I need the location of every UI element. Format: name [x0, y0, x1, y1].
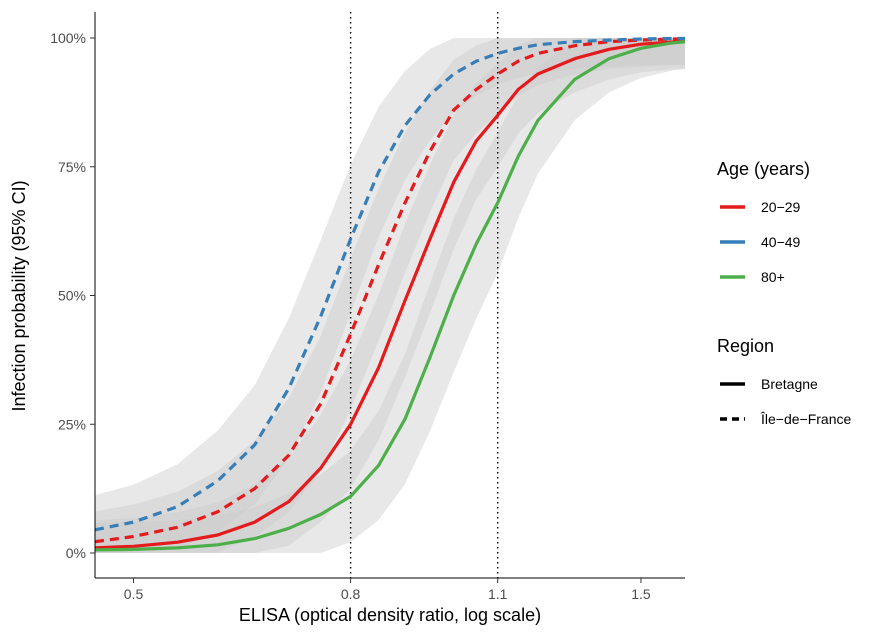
y-ticks: 0% 25% 50% 75% 100%	[50, 30, 95, 561]
x-tick-label: 0.8	[341, 586, 361, 602]
confidence-band	[95, 38, 685, 553]
x-axis-title: ELISA (optical density ratio, log scale)	[239, 605, 541, 625]
series-line	[94, 40, 686, 550]
confidence-bands	[95, 38, 685, 553]
legend-label-region: Île−de−France	[760, 411, 851, 427]
confidence-band	[95, 38, 685, 553]
legend-label-age: 20−29	[761, 199, 801, 215]
x-tick-label: 1.1	[488, 586, 508, 602]
legend-label-age: 80+	[761, 269, 785, 285]
x-tick-label: 0.5	[124, 586, 144, 602]
confidence-band	[95, 38, 685, 553]
x-tick-label: 1.5	[631, 586, 651, 602]
y-axis-title: Infection probability (95% CI)	[9, 180, 29, 411]
series-line	[94, 37, 685, 544]
legend-title-age: Age (years)	[717, 159, 810, 179]
y-tick-label: 50%	[58, 288, 86, 304]
y-tick-label: 0%	[66, 545, 86, 561]
legend-label-age: 40−49	[761, 234, 801, 250]
legend-title-region: Region	[717, 336, 774, 356]
y-tick-label: 75%	[58, 159, 86, 175]
series-line	[94, 40, 686, 552]
confidence-band	[95, 38, 685, 553]
series-line	[94, 36, 685, 532]
series-lines	[94, 36, 686, 552]
legend: Age (years) 20−29 40−49 80+ Region Bretagne Îl…	[717, 159, 851, 427]
x-ticks: 0.5 0.8 1.1 1.5	[124, 578, 651, 602]
legend-label-region: Bretagne	[761, 376, 818, 392]
y-tick-label: 100%	[50, 30, 86, 46]
y-tick-label: 25%	[58, 416, 86, 432]
